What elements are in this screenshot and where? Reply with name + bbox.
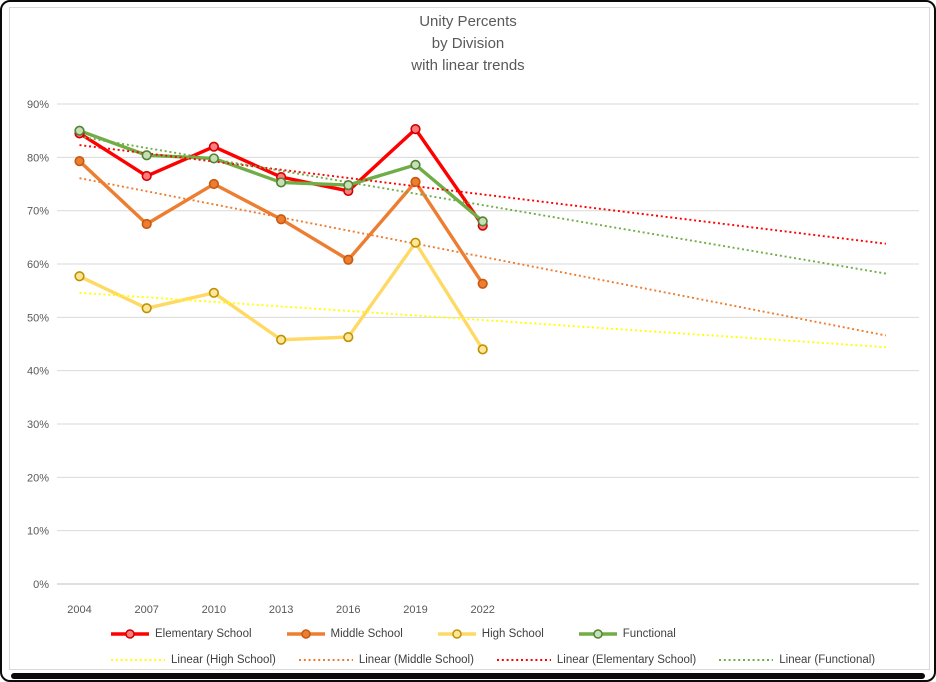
legend-swatch-dotted-line bbox=[298, 659, 353, 661]
y-tick-label: 40% bbox=[27, 366, 49, 378]
data-point-functional-2010 bbox=[208, 153, 219, 164]
data-point-high-school-2013 bbox=[276, 334, 287, 345]
data-point-functional-2004 bbox=[74, 125, 85, 136]
legend-item-high-school[interactable]: High School bbox=[437, 628, 544, 640]
legend-label: High School bbox=[481, 628, 544, 640]
data-point-middle-school-2010 bbox=[208, 178, 219, 190]
x-tick-label: 2004 bbox=[67, 604, 91, 616]
y-tick-label: 0% bbox=[33, 579, 49, 591]
data-point-high-school-2019 bbox=[410, 237, 421, 248]
y-tick-label: 90% bbox=[27, 99, 49, 111]
chart-title-line2: by Division bbox=[431, 35, 505, 52]
legend-row-series: Elementary School Middle School High Schoo… bbox=[110, 628, 676, 640]
data-point-functional-2016 bbox=[343, 179, 354, 191]
x-tick-label: 2019 bbox=[403, 604, 427, 616]
x-tick-label: 2016 bbox=[336, 604, 360, 616]
legend-item-linear-functional[interactable]: Linear (Functional) bbox=[718, 654, 875, 666]
chart-area[interactable] bbox=[9, 7, 930, 670]
y-tick-label: 10% bbox=[27, 526, 49, 538]
y-tick-label: 30% bbox=[27, 419, 49, 431]
data-point-middle-school-2016 bbox=[343, 254, 354, 265]
legend-label: Linear (Middle School) bbox=[358, 654, 474, 666]
data-point-high-school-2004 bbox=[74, 271, 85, 282]
legend-swatch-line bbox=[286, 629, 325, 639]
data-point-middle-school-2019 bbox=[410, 176, 421, 187]
legend-item-elementary-school[interactable]: Elementary School bbox=[110, 628, 252, 640]
data-point-middle-school-2013 bbox=[276, 214, 287, 225]
trendline-linear-middle-school bbox=[79, 177, 887, 337]
x-tick-label: 2007 bbox=[134, 604, 158, 616]
legend-swatch-dotted-line bbox=[111, 659, 165, 661]
y-tick-label: 20% bbox=[27, 472, 49, 484]
x-tick-label: 2013 bbox=[269, 604, 293, 616]
data-point-functional-2022 bbox=[477, 216, 488, 227]
legend-item-linear-middle-school[interactable]: Linear (Middle School) bbox=[298, 654, 474, 666]
data-point-high-school-2007 bbox=[141, 303, 152, 314]
series-line-high-school bbox=[77, 240, 485, 352]
legend-item-functional[interactable]: Functional bbox=[578, 628, 676, 640]
legend-label: Middle School bbox=[330, 628, 403, 640]
data-point-middle-school-2004 bbox=[74, 155, 85, 167]
legend-swatch-line bbox=[578, 629, 617, 639]
legend-label: Linear (Elementary School) bbox=[556, 654, 697, 666]
data-point-elementary-school-2010 bbox=[208, 141, 219, 152]
data-point-high-school-2016 bbox=[343, 331, 354, 343]
x-tick-label: 2022 bbox=[470, 604, 494, 616]
data-point-elementary-school-2007 bbox=[141, 170, 152, 182]
bottom-bar bbox=[11, 673, 925, 679]
legend-swatch-line bbox=[437, 629, 476, 639]
x-tick-label: 2010 bbox=[202, 604, 226, 616]
chart-title-line3: with linear trends bbox=[411, 57, 525, 74]
legend-item-linear-high-school[interactable]: Linear (High School) bbox=[110, 654, 276, 666]
legend-item-linear-elementary-school[interactable]: Linear (Elementary School) bbox=[496, 654, 696, 666]
data-point-middle-school-2022 bbox=[477, 278, 488, 289]
legend-swatch-line bbox=[111, 629, 149, 639]
data-point-high-school-2010 bbox=[208, 287, 219, 298]
legend-label: Linear (Functional) bbox=[779, 654, 876, 666]
legend-item-middle-school[interactable]: Middle School bbox=[286, 628, 403, 640]
y-tick-label: 80% bbox=[27, 152, 49, 164]
legend-label: Functional bbox=[622, 628, 676, 640]
legend-label: Linear (High School) bbox=[171, 654, 276, 666]
data-point-elementary-school-2019 bbox=[410, 123, 421, 135]
legend-swatch-dotted-line bbox=[496, 659, 551, 661]
data-point-functional-2013 bbox=[276, 177, 287, 188]
legend-label: Elementary School bbox=[155, 628, 252, 640]
y-tick-label: 70% bbox=[27, 206, 49, 218]
y-tick-label: 50% bbox=[27, 312, 49, 324]
data-point-middle-school-2007 bbox=[141, 218, 152, 230]
chart-title: Unity Percents by Division with linear t… bbox=[2, 11, 934, 77]
data-point-high-school-2022 bbox=[477, 344, 488, 355]
trendline-linear-high-school bbox=[79, 291, 886, 349]
legend-row-trendlines: Linear (High School) Linear (Middle Schoo… bbox=[110, 654, 875, 666]
chart-title-line1: Unity Percents bbox=[419, 13, 517, 30]
y-tick-label: 60% bbox=[27, 259, 49, 271]
data-point-functional-2007 bbox=[141, 150, 152, 161]
legend-swatch-dotted-line bbox=[719, 659, 774, 661]
data-point-functional-2019 bbox=[410, 159, 421, 170]
